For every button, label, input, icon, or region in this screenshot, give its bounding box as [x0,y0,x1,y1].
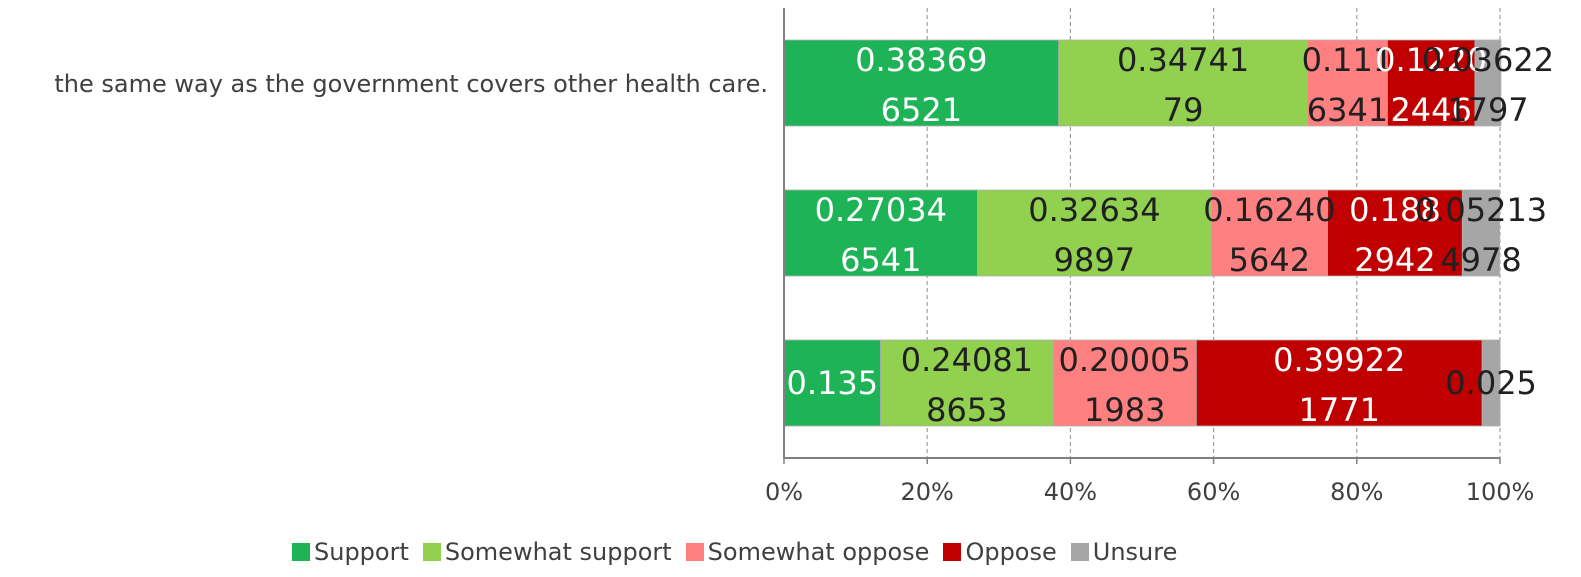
data-label: 0.188 [1349,191,1441,229]
bar-segment [1387,39,1476,127]
legend-label: Somewhat support [444,538,672,566]
data-label: 0.38369 [855,41,987,79]
legend-label: Somewhat oppose [707,538,930,566]
data-label: 1983 [1084,391,1165,429]
legend-swatch [943,543,962,561]
x-tick-label: 40% [1044,478,1097,506]
data-label: 0.05213 [1415,191,1547,229]
data-label: 6521 [881,91,962,129]
bar-segment [1195,339,1483,427]
bar-segment [977,189,1212,277]
data-label: 1797 [1447,91,1528,129]
data-label: 0.03622 [1422,41,1554,79]
data-label: 0.24081 [901,341,1033,379]
legend-item: Support [292,538,409,566]
x-tick-label: 60% [1187,478,1240,506]
legend-item: Unsure [1070,538,1178,566]
data-label: 9897 [1054,241,1135,279]
data-label: 0.27034 [815,191,947,229]
legend-label: Oppose [965,538,1057,566]
legend-swatch [292,543,310,561]
legend-swatch [422,543,441,561]
bar-segment [783,189,978,277]
data-label: 2446 [1390,91,1471,129]
data-label: 8653 [926,391,1007,429]
bar-segment [1210,189,1328,277]
bar-segment [880,339,1054,427]
bar-segment [783,339,882,427]
legend: Support Somewhat support Somewhat oppose Op… [292,538,1191,566]
x-tick-label: 0% [765,478,803,506]
category-labels: the same way as the government covers ot… [54,70,768,98]
bar-segment [1481,339,1501,427]
legend-swatch [685,543,704,561]
legend-item: Somewhat oppose [685,538,930,566]
category-label: the same way as the government covers ot… [54,70,768,98]
bar-segment [783,39,1060,127]
data-label: 0.025 [1445,364,1537,402]
data-label: 0.111 [1302,41,1394,79]
bar-segment [1327,189,1463,277]
data-label: 0.16240 [1203,191,1335,229]
bar-segment [1052,339,1197,427]
legend-item: Somewhat support [422,538,672,566]
data-label: 5642 [1229,241,1310,279]
bar-segments [783,39,1502,427]
x-tick-label: 20% [901,478,954,506]
bar-segment [1461,189,1501,277]
data-label: 1771 [1299,391,1380,429]
data-label: 0.32634 [1028,191,1160,229]
data-label: 4978 [1440,241,1521,279]
data-label: 0.20005 [1059,341,1191,379]
legend-swatch [1070,543,1089,561]
legend-item: Oppose [943,538,1057,566]
data-label: 0.135 [787,364,879,402]
data-label: 0.34741 [1117,41,1249,79]
legend-label: Support [314,538,409,566]
data-labels: 0.38369 6521 0.34741 79 0.111 6341 0.1220 2446 0… [787,41,1555,429]
x-tick-label: 80% [1330,478,1383,506]
data-label: 0.1220 [1375,41,1487,79]
data-label: 79 [1163,91,1204,129]
x-tick-label: 100% [1466,478,1535,506]
data-label: 6541 [840,241,921,279]
axes: 0% 20% 40% 60% 80% 100% [765,8,1534,506]
bar-segment [1307,39,1388,127]
legend-label: Unsure [1092,538,1178,566]
data-label: 6341 [1307,91,1388,129]
data-label: 0.39922 [1273,341,1405,379]
bar-segment [1474,39,1502,127]
data-label: 2942 [1354,241,1435,279]
